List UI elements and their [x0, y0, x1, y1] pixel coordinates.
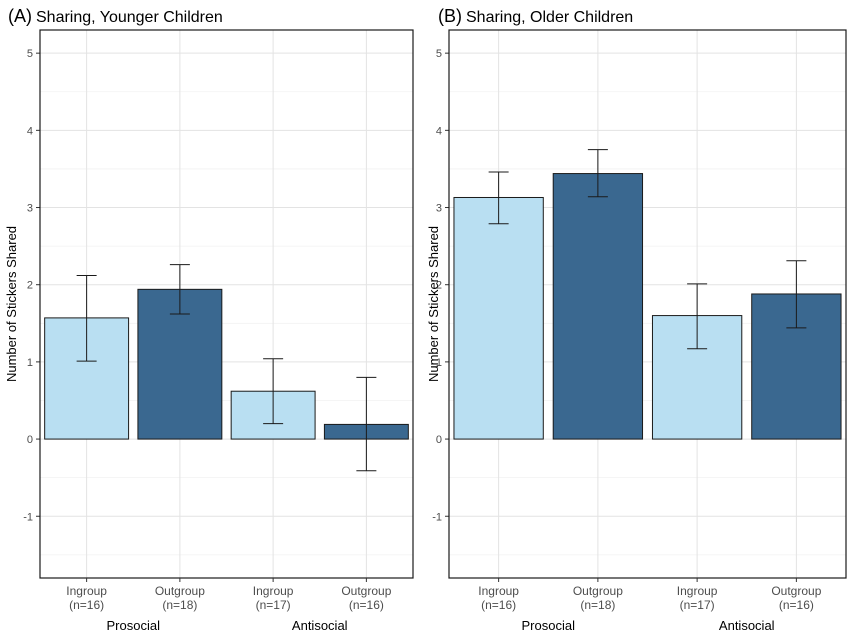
error-bar-4 — [786, 260, 807, 329]
x-category-label: Outgroup — [573, 584, 623, 598]
y-tick-label: 0 — [27, 434, 33, 446]
error-bar-1 — [488, 171, 509, 225]
x-group-label: Prosocial — [522, 618, 576, 633]
x-category-label: Ingroup — [677, 584, 718, 598]
panel-title: (B) Sharing, Older Children — [438, 6, 633, 26]
x-category-count: (n=16) — [349, 598, 384, 612]
x-category-count: (n=16) — [481, 598, 516, 612]
x-group-label: Prosocial — [107, 618, 161, 633]
x-category-label: Ingroup — [66, 584, 107, 598]
y-tick-label: 2 — [27, 280, 33, 292]
panel-younger-children: -1012345Ingroup(n=16)Outgroup(n=18)Ingro… — [4, 6, 414, 633]
x-category-label: Outgroup — [155, 584, 205, 598]
y-axis-label: Number of Stickers Shared — [4, 226, 19, 382]
y-tick-label: -1 — [23, 511, 33, 523]
panel-title-text: Sharing, Older Children — [466, 9, 633, 26]
y-tick-label: 1 — [436, 357, 442, 369]
x-category-count: (n=17) — [680, 598, 715, 612]
x-category-label: Outgroup — [341, 584, 391, 598]
x-category-count: (n=16) — [69, 598, 104, 612]
x-category-label: Ingroup — [253, 584, 294, 598]
error-bar-3 — [687, 283, 708, 350]
x-category-label: Outgroup — [771, 584, 821, 598]
bar-1 — [453, 196, 544, 440]
y-axis-label: Number of Stickers Shared — [426, 226, 441, 382]
x-category-count: (n=18) — [580, 598, 615, 612]
panel-tag: (B) — [438, 6, 462, 26]
y-tick-label: 4 — [27, 125, 33, 137]
bar-4 — [751, 293, 842, 440]
plot-border — [448, 29, 847, 579]
y-tick-label: 5 — [27, 48, 33, 60]
error-bar-3 — [263, 358, 284, 425]
error-bar-2 — [169, 264, 190, 315]
y-tick-label: 5 — [436, 48, 442, 60]
y-tick-label: 1 — [27, 357, 33, 369]
y-tick-label: -1 — [432, 511, 442, 523]
bar-2 — [552, 173, 644, 440]
y-tick-label: 0 — [436, 434, 442, 446]
y-tick-label: 4 — [436, 125, 442, 137]
panel-tag: (A) — [8, 6, 32, 26]
y-tick-label: 3 — [27, 203, 33, 215]
plot-background — [40, 30, 413, 578]
y-tick-label: 3 — [436, 203, 442, 215]
error-bar-4 — [356, 376, 377, 472]
x-group-label: Antisocial — [292, 618, 348, 633]
error-bar-2 — [587, 149, 608, 198]
plot-border — [39, 29, 414, 579]
panel-older-children: -1012345Ingroup(n=16)Outgroup(n=18)Ingro… — [426, 6, 847, 633]
panel-title-text: Sharing, Younger Children — [36, 9, 223, 26]
panel-title: (A) Sharing, Younger Children — [8, 6, 223, 26]
y-tick-label: 2 — [436, 280, 442, 292]
x-category-count: (n=16) — [779, 598, 814, 612]
error-bar-1 — [76, 274, 97, 362]
x-group-label: Antisocial — [719, 618, 775, 633]
x-category-count: (n=18) — [162, 598, 197, 612]
x-category-label: Ingroup — [478, 584, 519, 598]
x-category-count: (n=17) — [256, 598, 291, 612]
